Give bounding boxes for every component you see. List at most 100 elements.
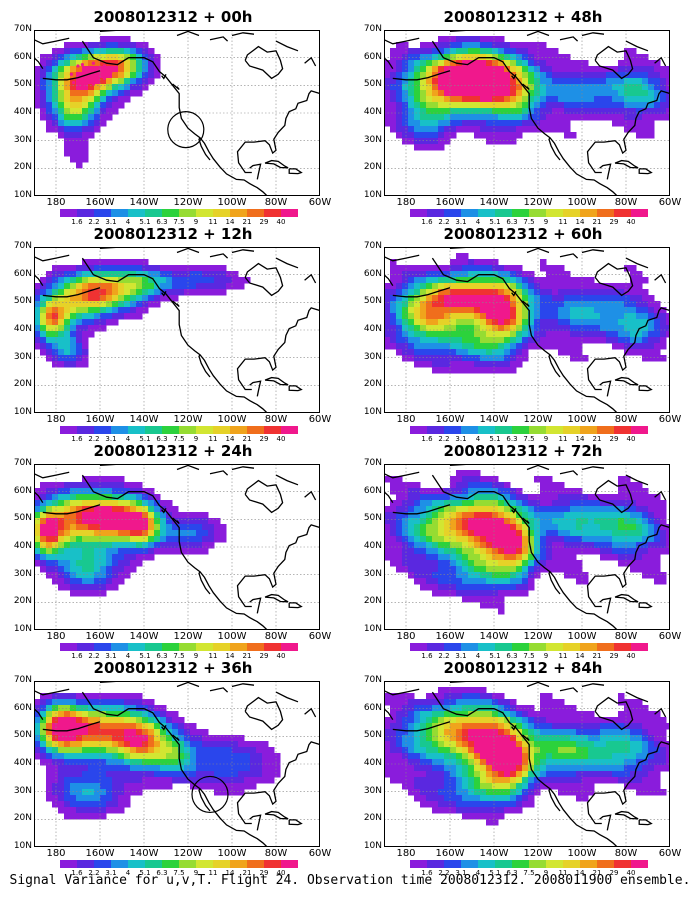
lon-tick-label: 100W: [217, 848, 247, 859]
lat-tick-label: 20N: [363, 162, 382, 173]
colorbar-label: 3.1: [105, 652, 117, 660]
colorbar-label: 29: [609, 218, 619, 226]
colorbar-box: [427, 426, 444, 434]
colorbar-box: [495, 860, 512, 868]
colorbar-label: 40: [626, 869, 636, 877]
colorbar-label: 9: [193, 435, 199, 443]
lon-tick-label: 100W: [217, 631, 247, 642]
lon-tick-label: 80W: [614, 848, 638, 859]
colorbar-label: 4: [475, 218, 481, 226]
colorbar-label: 21: [242, 218, 252, 226]
lat-tick-label: 10N: [13, 841, 32, 851]
lat-tick-label: 10N: [13, 407, 32, 417]
colorbar-label: 11: [558, 869, 568, 877]
lat-tick-label: 40N: [363, 107, 382, 117]
lat-tick-label: 60N: [363, 485, 382, 496]
variance-map: [34, 30, 320, 196]
map-frame: [384, 30, 670, 196]
variance-shading: [384, 36, 670, 151]
target-circle: [191, 775, 229, 814]
lon-tick-label: 160W: [435, 631, 465, 642]
colorbar-box: [94, 860, 111, 868]
lon-tick-label: 180: [46, 848, 66, 859]
colorbar-label: 14: [225, 218, 235, 226]
colorbar-box: [580, 209, 597, 217]
lat-tick-label: 60N: [13, 51, 32, 62]
lat-tick-label: 40N: [13, 107, 32, 117]
lon-tick-label: 160W: [85, 848, 115, 859]
colorbar-box: [230, 209, 247, 217]
coastlines: [34, 464, 320, 630]
lon-tick-label: 80W: [264, 197, 288, 208]
colorbar-label: 7.5: [523, 869, 535, 877]
colorbar-box: [427, 860, 444, 868]
colorbar-label: 5.1: [489, 218, 501, 226]
lat-tick-label: 20N: [13, 162, 32, 173]
colorbar-label: 2.2: [88, 435, 100, 443]
colorbar-label: 5.1: [489, 869, 501, 877]
colorbar-box: [410, 426, 427, 434]
lat-tick-label: 10N: [363, 841, 382, 851]
colorbar-box: [196, 860, 213, 868]
lon-tick-label: 80W: [264, 848, 288, 859]
lat-tick-label: 70N: [363, 458, 382, 468]
colorbar-box: [563, 643, 580, 651]
colorbar-box: [444, 209, 461, 217]
colorbar-label: 11: [208, 435, 218, 443]
lat-tick-label: 50N: [13, 513, 32, 524]
colorbar-box: [213, 643, 230, 651]
colorbar-box: [264, 860, 281, 868]
colorbar: [60, 643, 298, 651]
variance-shading: [34, 476, 227, 597]
colorbar-box: [512, 209, 529, 217]
colorbar-label: 11: [558, 652, 568, 660]
colorbar-label: 6.3: [156, 218, 168, 226]
map-frame: [34, 464, 320, 630]
colorbar-label: 1.6: [71, 218, 83, 226]
colorbar-label: 9: [543, 652, 549, 660]
lat-tick-label: 20N: [13, 379, 32, 390]
colorbar-box: [77, 860, 94, 868]
lat-tick-label: 30N: [13, 785, 32, 796]
colorbar-box: [478, 426, 495, 434]
lon-tick-label: 80W: [264, 631, 288, 642]
lat-tick-label: 30N: [13, 134, 32, 145]
variance-map: [34, 681, 320, 847]
colorbar-label: 2.2: [438, 652, 450, 660]
lat-tick-label: 50N: [363, 296, 382, 307]
lat-tick-label: 40N: [13, 758, 32, 768]
lon-tick-label: 120W: [173, 631, 203, 642]
coastlines: [34, 681, 320, 847]
colorbar-label: 29: [609, 869, 619, 877]
colorbar-label: 6.3: [506, 869, 518, 877]
colorbar-box: [94, 209, 111, 217]
colorbar-box: [614, 643, 631, 651]
lat-tick-label: 30N: [363, 134, 382, 145]
colorbar-label: 29: [259, 652, 269, 660]
lat-tick-label: 10N: [13, 624, 32, 634]
colorbar-box: [264, 643, 281, 651]
map-panel: 2008012312 + 00h 70N 60N 50N 40N 30N 20N 10N 180…: [4, 8, 340, 226]
lon-tick-label: 120W: [173, 197, 203, 208]
colorbar-label: 29: [609, 652, 619, 660]
colorbar-box: [111, 860, 128, 868]
variance-shading: [34, 693, 281, 820]
colorbar-label: 6.3: [156, 869, 168, 877]
colorbar-box: [247, 643, 264, 651]
map-frame: [34, 681, 320, 847]
colorbar-box: [631, 643, 648, 651]
colorbar-label: 2.2: [88, 218, 100, 226]
colorbar-box: [495, 643, 512, 651]
lat-tick-label: 10N: [363, 624, 382, 634]
colorbar-box: [580, 426, 597, 434]
colorbar: [410, 860, 648, 868]
colorbar-label: 29: [259, 869, 269, 877]
lon-tick-label: 60W: [308, 414, 332, 425]
colorbar-box: [546, 643, 563, 651]
lon-tick-label: 80W: [614, 197, 638, 208]
colorbar-label: 7.5: [173, 869, 185, 877]
panel-title: 2008012312 + 00h: [93, 8, 253, 26]
colorbar-label: 4: [475, 435, 481, 443]
panel-title: 2008012312 + 84h: [443, 659, 603, 677]
colorbar-box: [77, 643, 94, 651]
